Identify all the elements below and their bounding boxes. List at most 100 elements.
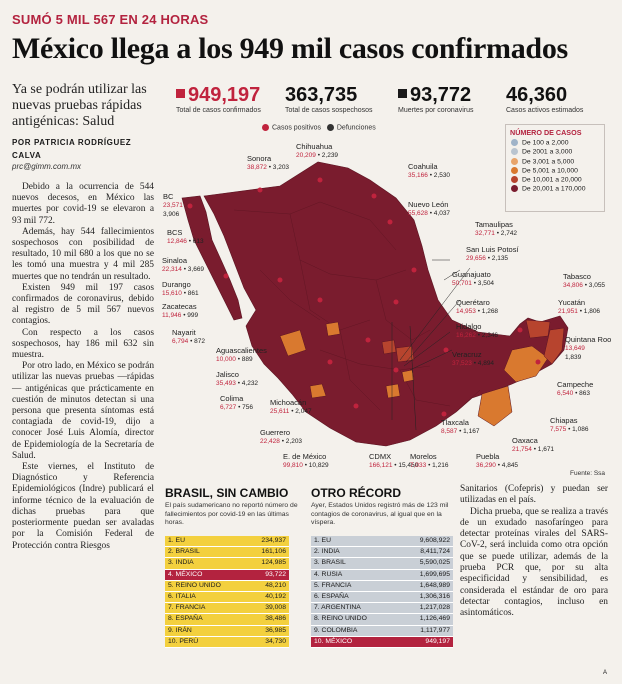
legend-dot-icon bbox=[511, 166, 518, 174]
cases-legend: NÚMERO DE CASOS De 100 a 2,000 De 2001 a… bbox=[505, 124, 605, 212]
legend-dot-icon bbox=[511, 148, 518, 156]
row-label: 8. REINO UNIDO bbox=[314, 615, 367, 623]
legend-dot-icon bbox=[511, 176, 518, 184]
row-value: 234,937 bbox=[261, 537, 286, 544]
chiapas-shape bbox=[477, 385, 513, 427]
legend-row: De 2001 a 3,000 bbox=[511, 148, 604, 156]
stat-confirmed: 949,197 Total de casos confirmados bbox=[176, 84, 261, 114]
colima-shape bbox=[309, 383, 327, 399]
state-label: Nuevo León 55,628 • 4,037 bbox=[408, 200, 451, 217]
state-label: Durango 15,610 • 861 bbox=[162, 280, 199, 297]
table-row: 6. ESPAÑA 1,306,316 bbox=[311, 591, 453, 604]
row-value: 93,722 bbox=[265, 570, 286, 578]
table-row: 10. PERÚ 34,730 bbox=[165, 636, 289, 648]
legend-row: De 100 a 2,000 bbox=[511, 139, 604, 146]
table-brasil: 1. EU 234,937 2. BRASIL 161,106 3. INDIA 124,… bbox=[165, 536, 289, 648]
row-value: 8,411,724 bbox=[420, 548, 450, 556]
campeche-shape bbox=[503, 345, 549, 383]
row-value: 1,699,695 bbox=[419, 570, 450, 578]
queretaro-shape bbox=[381, 339, 397, 355]
headline: México llega a los 949 mil casos confirm… bbox=[12, 32, 568, 65]
paragraph: Este viernes, el Instituto de Diagnóstic… bbox=[12, 462, 154, 551]
stat-value: 363,735 bbox=[285, 84, 358, 106]
morelos-shape bbox=[385, 383, 401, 399]
state-label: Sonora 38,872 • 3,203 bbox=[247, 154, 290, 171]
table-row: 5. REINO UNIDO 48,210 bbox=[165, 580, 289, 592]
nayarit-shape bbox=[279, 329, 307, 357]
row-value: 9,608,922 bbox=[419, 537, 450, 544]
table-brasil-desc: El país sudamericano no reportó número d… bbox=[165, 502, 298, 526]
stat-value: 46,360 bbox=[506, 84, 568, 106]
legend-row: De 3,001 a 5,000 bbox=[511, 157, 604, 165]
row-label: 8. ESPAÑA bbox=[168, 615, 203, 623]
state-label: Oaxaca 21,754 • 1,671 bbox=[512, 436, 555, 453]
table-row: 7. ARGENTINA 1,217,028 bbox=[311, 603, 453, 615]
state-label: Zacatecas 11,946 • 999 bbox=[162, 302, 199, 319]
state-label: BC 23,571 3,906 bbox=[163, 192, 183, 218]
state-label: Yucatán 21,951 • 1,806 bbox=[558, 298, 601, 315]
aguascalientes-shape bbox=[325, 321, 341, 337]
state-label: Hidalgo 16,262 • 2,346 bbox=[456, 322, 499, 339]
state-label: Sinaloa 22,314 • 3,669 bbox=[162, 256, 205, 273]
row-value: 38,486 bbox=[265, 615, 286, 623]
row-label: 6. ESPAÑA bbox=[314, 592, 349, 600]
deaths-square-icon bbox=[398, 89, 407, 99]
table-row: 8. REINO UNIDO 1,126,469 bbox=[311, 614, 453, 626]
deaths-dot-icon bbox=[326, 124, 334, 131]
state-label: Tamaulipas 32,771 • 2,742 bbox=[475, 220, 518, 237]
row-value: 1,306,316 bbox=[419, 592, 450, 600]
row-label: 2. INDIA bbox=[314, 548, 340, 556]
row-label: 7. ARGENTINA bbox=[314, 604, 361, 612]
legend-row: De 20,001 a 170,000 bbox=[511, 185, 604, 193]
row-label: 5. FRANCIA bbox=[314, 581, 352, 589]
row-value: 5,590,025 bbox=[419, 559, 450, 567]
state-label: BCS 12,846 • 613 bbox=[167, 228, 204, 245]
stat-value: 93,772 bbox=[410, 84, 472, 106]
stat-deaths: 93,772 Muertes por coronavirus bbox=[398, 84, 473, 114]
table-brasil-title: BRASIL, SIN CAMBIO bbox=[165, 486, 289, 500]
state-label: San Luis Potosí 29,656 • 2,135 bbox=[466, 245, 519, 262]
state-label: Chiapas 7,575 • 1,086 bbox=[550, 416, 589, 433]
state-label: Coahuila 35,166 • 2,530 bbox=[408, 162, 451, 179]
paragraph: Además, hay 544 fallecimientos sospechos… bbox=[12, 226, 154, 282]
stat-suspected: 363,735 Total de casos sospechosos bbox=[285, 84, 373, 114]
state-label: Veracruz 37,523 • 4,894 bbox=[452, 350, 495, 367]
table-record-desc: Ayer, Estados Unidos registró más de 123… bbox=[311, 502, 449, 526]
stat-value: 949,197 bbox=[188, 84, 261, 106]
legend-row: De 5,001 a 10,000 bbox=[511, 166, 604, 174]
yucatan-shape bbox=[525, 319, 551, 339]
table-row: 5. FRANCIA 1,648,989 bbox=[311, 580, 453, 592]
confirmed-square-icon bbox=[176, 89, 185, 99]
row-value: 48,210 bbox=[265, 581, 286, 589]
row-value: 1,648,989 bbox=[419, 581, 450, 589]
quintana-roo-shape bbox=[543, 327, 565, 365]
row-value: 40,192 bbox=[265, 592, 286, 600]
data-dots bbox=[187, 177, 541, 417]
state-label: Morelos 7,033 • 1,216 bbox=[410, 452, 449, 469]
mainland-shape bbox=[203, 161, 569, 447]
state-label: CDMX 166,121 • 15,450 bbox=[369, 452, 419, 469]
table-row: 9. IRÁN 36,985 bbox=[165, 625, 289, 637]
stat-label: Total de casos sospechosos bbox=[285, 107, 373, 114]
table-row: 2. INDIA 8,411,724 bbox=[311, 547, 453, 559]
row-value: 34,730 bbox=[265, 637, 286, 645]
row-value: 161,106 bbox=[261, 548, 286, 556]
paragraph: Por otro lado, en México se podrán utili… bbox=[12, 361, 155, 461]
baja-california-shape bbox=[181, 195, 243, 321]
row-label: 1. EU bbox=[314, 537, 331, 544]
legend-dot-icon bbox=[511, 157, 518, 165]
table-row: 4. MÉXICO 93,722 bbox=[165, 569, 289, 581]
row-label: 9. IRÁN bbox=[168, 626, 192, 634]
table-row: 6. ITALIA 40,192 bbox=[165, 591, 289, 604]
author-email[interactable]: prc@gimm.com.mx bbox=[12, 162, 82, 171]
row-value: 1,117,977 bbox=[420, 626, 450, 634]
table-row: 1. EU 234,937 bbox=[165, 536, 289, 548]
state-label: Chihuahua 20,209 • 2,239 bbox=[296, 142, 339, 159]
row-label: 10. MÉXICO bbox=[314, 637, 353, 645]
row-label: 1. EU bbox=[168, 537, 185, 544]
state-label: Quintana Roo 13,649 1,839 bbox=[565, 335, 612, 361]
state-label: Tabasco 34,806 • 3,055 bbox=[563, 272, 606, 289]
positive-dot-icon bbox=[262, 124, 269, 131]
table-row: 9. COLOMBIA 1,117,977 bbox=[311, 625, 453, 637]
byline: POR PATRICIA RODRÍGUEZ CALVA bbox=[12, 138, 132, 160]
